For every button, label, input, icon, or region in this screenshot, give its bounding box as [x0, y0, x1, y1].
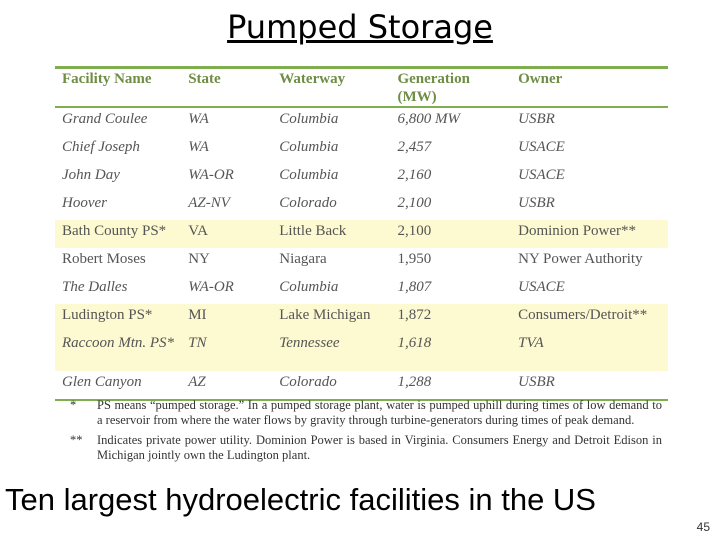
- footnote-text: Indicates private power utility. Dominio…: [97, 433, 662, 462]
- table-row: Glen Canyon AZ Colorado 1,288 USBR: [55, 371, 668, 401]
- table-cell: NY: [188, 251, 210, 267]
- table-cell: Grand Coulee: [62, 111, 148, 127]
- table-row: John Day WA-OR Columbia 2,160 USACE: [55, 164, 668, 192]
- footnotes: * PS means “pumped storage.” In a pumped …: [62, 398, 662, 468]
- table-cell: Colorado: [272, 371, 391, 401]
- table-row: Raccoon Mtn. PS* TN Tennessee 1,618 TVA: [55, 332, 668, 371]
- table-cell: 1,950: [397, 251, 432, 267]
- table-cell: The Dalles: [62, 279, 128, 295]
- header-row: Facility Name State Waterway Generation (MW…: [55, 66, 668, 108]
- table-cell: USBR: [518, 195, 555, 211]
- table-cell: Robert Moses: [62, 251, 146, 267]
- table-cell: 1,618: [397, 335, 432, 351]
- column-header: Generation (MW): [390, 66, 512, 108]
- table-cell: 2,100: [397, 195, 432, 211]
- table-cell: 1,807: [397, 279, 432, 295]
- table-cell: Chief Joseph: [62, 139, 140, 155]
- table-cell: USBR: [518, 111, 555, 127]
- table-row: The Dalles WA-OR Columbia 1,807 USACE: [55, 276, 668, 304]
- table-cell: Glen Canyon: [55, 371, 182, 401]
- table-cell: Little Back: [279, 223, 347, 239]
- footnote: * PS means “pumped storage.” In a pumped …: [62, 398, 662, 428]
- table-cell: Dominion Power**: [518, 223, 637, 239]
- table-cell: Colorado: [279, 195, 337, 211]
- slide-title: Pumped Storage: [227, 8, 493, 46]
- table-cell: Bath County PS*: [62, 223, 167, 239]
- column-header: Facility Name: [55, 66, 182, 108]
- page-number: 45: [696, 520, 710, 534]
- column-header: Owner: [511, 66, 668, 108]
- table-row: Robert Moses NY Niagara 1,950 NY Power Autho…: [55, 248, 668, 276]
- table-row: Ludington PS* MI Lake Michigan 1,872 Consume…: [55, 304, 668, 332]
- table-row: Bath County PS* VA Little Back 2,100 Dominio…: [55, 220, 668, 248]
- table-cell: WA-OR: [188, 167, 234, 183]
- table-cell: WA-OR: [188, 279, 234, 295]
- table-cell: VA: [188, 223, 208, 239]
- column-header: State: [181, 66, 273, 108]
- table-cell: AZ-NV: [188, 195, 230, 211]
- table-cell: USBR: [511, 371, 668, 401]
- table-cell: WA: [188, 139, 209, 155]
- table-row: Chief Joseph WA Columbia 2,457 USACE: [55, 136, 668, 164]
- table-cell: Consumers/Detroit**: [518, 307, 648, 323]
- table-cell: Niagara: [279, 251, 327, 267]
- table-cell: 1,288: [390, 371, 512, 401]
- table-cell: Columbia: [279, 139, 339, 155]
- facilities-table: Facility Name State Waterway Generation (MW…: [55, 66, 668, 401]
- table-cell: Lake Michigan: [279, 307, 371, 323]
- table-cell: Hoover: [62, 195, 107, 211]
- table-cell: 2,160: [397, 167, 432, 183]
- caption: Ten largest hydroelectric facilities in …: [5, 482, 596, 517]
- column-header: Waterway: [272, 66, 391, 108]
- table-cell: Ludington PS*: [62, 307, 153, 323]
- table-cell: John Day: [62, 167, 120, 183]
- footnote-mark: *: [70, 398, 77, 412]
- table-cell: Columbia: [279, 167, 339, 183]
- table-row: Hoover AZ-NV Colorado 2,100 USBR: [55, 192, 668, 220]
- table-cell: 6,800 MW: [397, 111, 460, 127]
- table-cell: USACE: [518, 167, 565, 183]
- table-row: Grand Coulee WA Columbia 6,800 MW USBR: [55, 107, 668, 136]
- footnote-mark: **: [70, 433, 83, 447]
- table-cell: MI: [188, 307, 207, 323]
- table-cell: TVA: [518, 335, 544, 351]
- table-cell: USACE: [518, 279, 565, 295]
- table-cell: WA: [188, 111, 209, 127]
- table-cell: Tennessee: [279, 335, 340, 351]
- table-cell: Columbia: [279, 111, 339, 127]
- table-body: Grand Coulee WA Columbia 6,800 MW USBR Chief …: [55, 107, 668, 401]
- table-cell: TN: [188, 335, 207, 351]
- table-cell: 2,100: [397, 223, 432, 239]
- table-cell: USACE: [518, 139, 565, 155]
- footnote: ** Indicates private power utility. Domin…: [62, 433, 662, 463]
- table-cell: AZ: [181, 371, 273, 401]
- table-cell: Raccoon Mtn. PS*: [62, 335, 175, 351]
- table-cell: 2,457: [397, 139, 432, 155]
- table-cell: NY Power Authority: [518, 251, 643, 267]
- table-cell: 1,872: [397, 307, 432, 323]
- table-cell: Columbia: [279, 279, 339, 295]
- footnote-text: PS means “pumped storage.” In a pumped s…: [97, 398, 662, 427]
